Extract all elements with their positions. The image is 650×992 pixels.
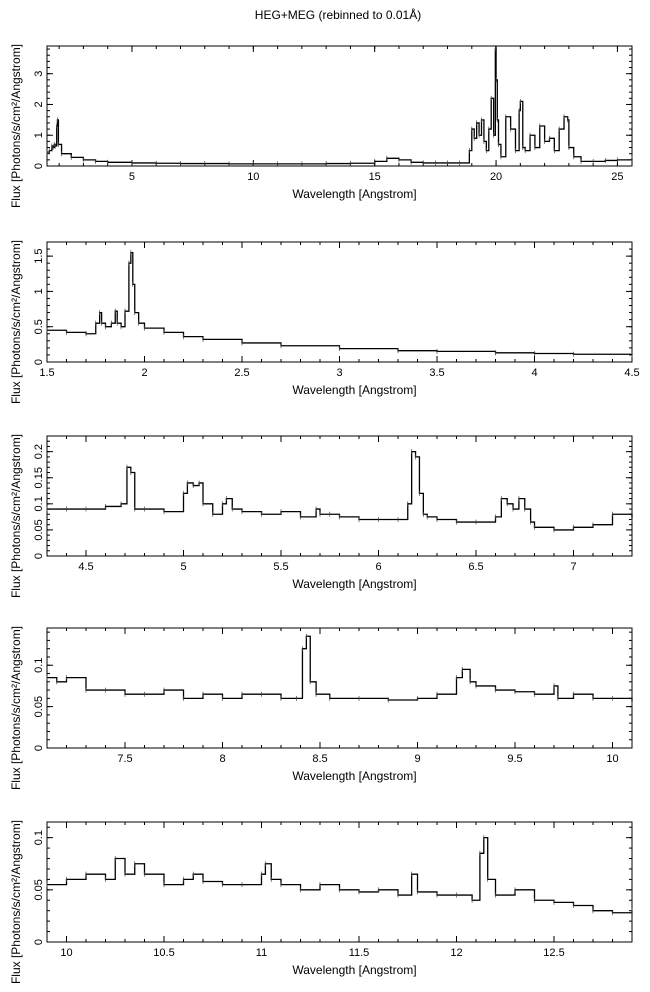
x-tick-label: 4 bbox=[531, 367, 537, 379]
x-tick-label: 3 bbox=[336, 367, 342, 379]
x-tick-label: 12.5 bbox=[543, 947, 564, 959]
x-tick-label: 3.5 bbox=[429, 367, 444, 379]
y-tick-label: 0.1 bbox=[33, 830, 45, 845]
x-axis-label: Wavelength [Angstrom] bbox=[292, 769, 416, 783]
plot-frame bbox=[46, 821, 633, 943]
spectrum-line bbox=[47, 251, 633, 355]
y-tick-label: 3 bbox=[33, 71, 45, 77]
x-tick-label: 15 bbox=[369, 171, 381, 183]
y-tick-label: 0 bbox=[33, 939, 45, 945]
x-tick-label: 5.5 bbox=[273, 561, 288, 573]
y-axis-label: Flux [Photons/s/cm²/Angstrom] bbox=[9, 434, 23, 598]
x-tick-label: 20 bbox=[490, 171, 502, 183]
chart-panel-2: 1.5 2 2.5 3 3.5 4 4.5 0 0.5 1 1.5 Wavelength [Angst… bbox=[9, 240, 640, 404]
y-tick-label: 1 bbox=[33, 288, 45, 294]
x-tick-label: 4.5 bbox=[624, 367, 639, 379]
y-axis-label: Flux [Photons/s/cm²/Angstrom] bbox=[9, 240, 23, 404]
y-tick-label: 0 bbox=[33, 745, 45, 751]
x-tick-label: 5 bbox=[129, 171, 135, 183]
x-tick-label: 5 bbox=[180, 561, 186, 573]
x-tick-label: 10.5 bbox=[153, 947, 174, 959]
x-tick-label: 12 bbox=[450, 947, 462, 959]
x-tick-label: 1.5 bbox=[39, 367, 54, 379]
x-axis-label: Wavelength [Angstrom] bbox=[292, 187, 416, 201]
x-tick-label: 11 bbox=[256, 947, 267, 959]
x-tick-label: 9.5 bbox=[507, 753, 522, 765]
y-tick-label: 0.15 bbox=[33, 467, 45, 488]
y-tick-label: 0 bbox=[33, 553, 45, 559]
chart-panel-5: 10 10.5 11 11.5 12 12.5 0 0.05 0.1 Wavelength [An… bbox=[9, 820, 633, 984]
y-axis-label: Flux [Photons/s/cm²/Angstrom] bbox=[9, 820, 23, 984]
chart-panel-4: 7.5 8 8.5 9 9.5 10 0 0.05 0.1 Wavelength [Angstro… bbox=[9, 626, 633, 790]
x-tick-label: 4.5 bbox=[78, 561, 93, 573]
y-tick-label: 0 bbox=[33, 359, 45, 365]
y-tick-label: 0.5 bbox=[33, 319, 45, 334]
x-tick-label: 6.5 bbox=[468, 561, 483, 573]
spectrum-line bbox=[47, 635, 633, 703]
x-tick-label: 8 bbox=[219, 753, 225, 765]
plot-frame bbox=[46, 45, 633, 167]
y-tick-label: 1.5 bbox=[33, 248, 45, 263]
x-axis-label: Wavelength [Angstrom] bbox=[292, 963, 416, 977]
y-tick-label: 0.05 bbox=[33, 879, 45, 900]
x-axis-label: Wavelength [Angstrom] bbox=[292, 577, 416, 591]
x-tick-label: 9 bbox=[414, 753, 420, 765]
chart-panel-3: 4.5 5 5.5 6 6.5 7 0 0.05 0.1 0.15 0.2 Wavelength [A… bbox=[9, 434, 633, 598]
x-tick-label: 11.5 bbox=[349, 947, 370, 959]
y-tick-label: 0.1 bbox=[33, 658, 45, 673]
x-tick-label: 10 bbox=[606, 753, 618, 765]
y-tick-label: 1 bbox=[33, 132, 45, 138]
y-tick-label: 2 bbox=[33, 101, 45, 107]
figure-title: HEG+MEG (rebinned to 0.01Å) bbox=[254, 8, 422, 22]
x-tick-label: 7 bbox=[570, 561, 576, 573]
y-tick-label: 0.2 bbox=[33, 444, 45, 459]
y-tick-label: 0.1 bbox=[33, 496, 45, 511]
x-tick-label: 10 bbox=[247, 171, 259, 183]
x-tick-label: 10 bbox=[60, 947, 72, 959]
x-axis-label: Wavelength [Angstrom] bbox=[292, 383, 416, 397]
y-tick-label: 0 bbox=[33, 163, 45, 169]
chart-panel-1: 5 10 15 20 25 0 1 2 3 Wavelength [Angstrom] Flux [… bbox=[9, 44, 633, 208]
y-tick-label: 0.05 bbox=[33, 696, 45, 717]
y-tick-label: 0.05 bbox=[33, 519, 45, 540]
x-tick-label: 2.5 bbox=[234, 367, 249, 379]
x-tick-label: 6 bbox=[375, 561, 381, 573]
y-axis-label: Flux [Photons/s/cm²/Angstrom] bbox=[9, 626, 23, 790]
spectrum-line bbox=[47, 48, 633, 165]
x-tick-label: 8.5 bbox=[312, 753, 327, 765]
plot-frame bbox=[46, 627, 633, 749]
x-tick-label: 2 bbox=[141, 367, 147, 379]
x-tick-label: 25 bbox=[611, 171, 623, 183]
x-tick-label: 7.5 bbox=[117, 753, 132, 765]
y-axis-label: Flux [Photons/s/cm²/Angstrom] bbox=[9, 44, 23, 208]
spectrum-line bbox=[47, 837, 633, 914]
